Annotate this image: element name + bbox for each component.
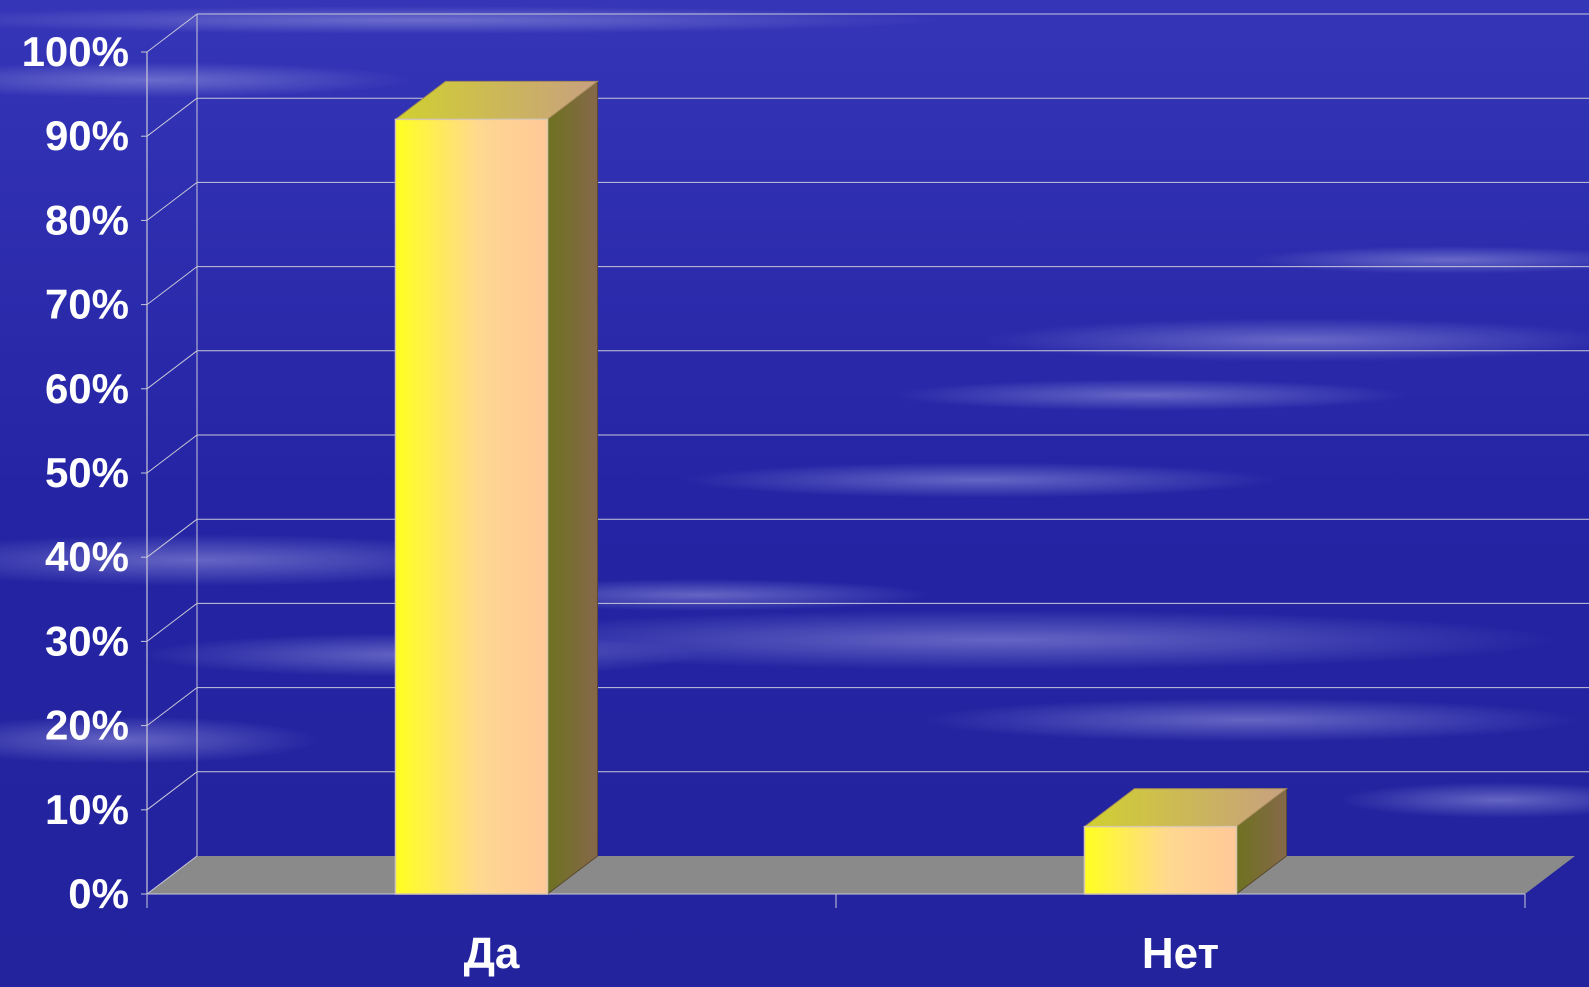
- bar-front-face: [394, 118, 549, 895]
- chart-floor: [147, 856, 1575, 894]
- side-wall-gridline: [146, 182, 198, 221]
- floor-plane: [147, 856, 1575, 894]
- y-tick-label: 50%: [45, 449, 129, 496]
- y-axis-tick-labels: 0% 10% 20% 30% 40% 50% 60% 70% 80% 90% 100%: [22, 28, 129, 917]
- bar: [1083, 787, 1288, 896]
- side-wall-gridline: [146, 518, 198, 558]
- y-tick-label: 10%: [45, 786, 129, 833]
- y-tick-label: 80%: [45, 196, 129, 243]
- side-wall-gridline: [146, 855, 198, 895]
- y-tick-label: 100%: [22, 28, 129, 75]
- side-wall-gridline: [146, 350, 198, 390]
- side-wall-gridline: [146, 434, 198, 474]
- side-wall-gridline: [146, 97, 198, 137]
- y-tick-label: 0%: [68, 870, 129, 917]
- y-tick-label: 70%: [45, 281, 129, 328]
- y-tick-label: 40%: [45, 533, 129, 580]
- side-wall-gridline: [146, 603, 198, 642]
- bar-front-face: [1083, 825, 1238, 895]
- x-category-label: Да: [464, 929, 520, 978]
- side-wall-gridline: [146, 13, 198, 53]
- x-axis-category-labels: Да Нет: [464, 929, 1220, 978]
- bar: [394, 80, 599, 896]
- side-wall-gridline: [146, 687, 198, 726]
- x-category-label: Нет: [1142, 929, 1219, 978]
- y-tick-label: 20%: [45, 702, 129, 749]
- y-tick-label: 90%: [45, 112, 129, 159]
- bars: [394, 80, 1288, 896]
- side-wall-gridline: [146, 266, 198, 305]
- y-tick-label: 30%: [45, 617, 129, 664]
- axes: [141, 14, 1526, 908]
- side-wall-gridline: [146, 771, 198, 811]
- y-tick-label: 60%: [45, 365, 129, 412]
- bar-side-face: [547, 80, 598, 896]
